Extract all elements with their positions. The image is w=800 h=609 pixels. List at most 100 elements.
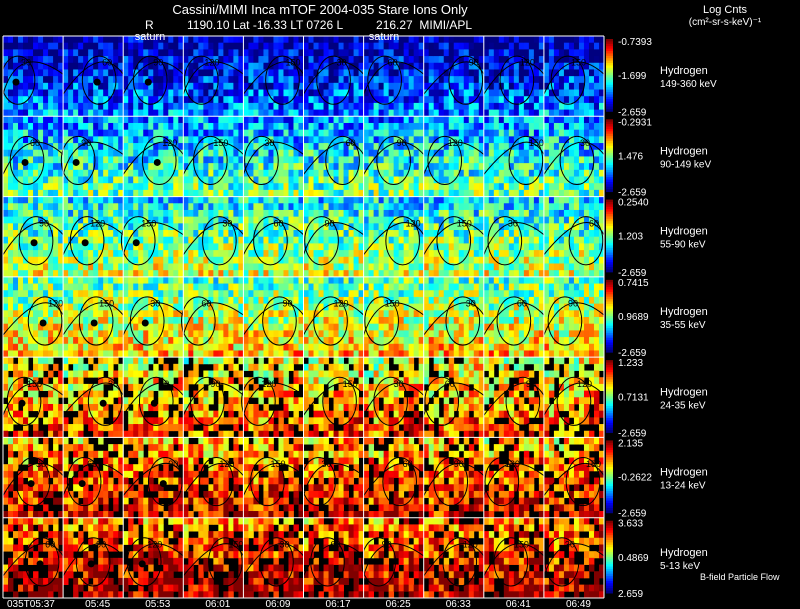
pixel <box>393 203 400 211</box>
pixel <box>263 49 269 57</box>
pixel <box>403 49 410 57</box>
pixel <box>183 42 189 50</box>
pixel <box>213 216 219 224</box>
pixel <box>438 216 445 224</box>
pixel <box>73 89 79 97</box>
pixel <box>53 109 59 117</box>
pixel <box>318 62 324 70</box>
pixel <box>53 122 59 131</box>
pixel <box>393 156 400 164</box>
pixel <box>573 143 580 151</box>
pixel <box>58 330 64 338</box>
pixel <box>528 243 535 251</box>
pixel <box>508 102 515 110</box>
pixel <box>538 263 545 271</box>
pixel <box>583 89 590 97</box>
pixel <box>8 230 14 238</box>
pixel <box>338 156 344 164</box>
pixel <box>373 62 380 70</box>
pixel <box>253 216 259 224</box>
pixel <box>298 69 304 77</box>
pixel <box>183 263 189 271</box>
pixel <box>218 189 224 197</box>
pixel <box>78 256 84 264</box>
pixel <box>398 129 405 137</box>
panel-r0-c5: 30 <box>303 36 364 117</box>
pixel <box>363 122 370 131</box>
pixel <box>388 102 395 110</box>
pixel <box>568 263 575 271</box>
pixel <box>253 203 259 211</box>
pixel <box>143 183 149 191</box>
pixel <box>378 69 385 77</box>
pixel <box>528 143 535 151</box>
pixel <box>428 42 435 50</box>
pixel <box>538 223 545 231</box>
pixel <box>88 136 94 144</box>
pixel <box>8 82 14 90</box>
pixel <box>563 223 570 231</box>
pixel <box>153 122 159 131</box>
pixel <box>213 243 219 251</box>
pixel <box>88 189 94 197</box>
pixel <box>178 263 184 271</box>
pixel <box>143 330 149 338</box>
pixel <box>123 49 129 57</box>
pixel <box>338 36 344 44</box>
pixel <box>513 36 520 44</box>
pixel <box>128 49 134 57</box>
pixel <box>178 136 184 144</box>
pixel <box>128 116 134 124</box>
pixel <box>58 89 64 97</box>
pixel <box>243 183 249 191</box>
pixel <box>553 149 560 157</box>
pixel <box>473 56 480 64</box>
pixel <box>233 209 239 218</box>
pixel <box>388 216 395 224</box>
pixel <box>198 56 204 64</box>
pixel <box>153 49 159 57</box>
pixel <box>68 36 74 44</box>
pixel <box>438 49 445 57</box>
pixel <box>8 330 14 338</box>
pixel <box>73 263 79 271</box>
pixel <box>423 82 430 90</box>
pixel <box>208 209 214 218</box>
pixel <box>543 196 550 204</box>
pixel <box>368 36 375 44</box>
pixel <box>298 176 304 184</box>
pixel <box>188 263 194 271</box>
pixel <box>118 209 124 218</box>
pixel <box>223 176 229 184</box>
pixel <box>493 263 500 271</box>
pixel <box>443 36 450 44</box>
pixel <box>553 102 560 110</box>
pixel <box>53 163 59 171</box>
pixel <box>253 69 259 77</box>
pixel <box>78 156 84 164</box>
pixel <box>208 116 214 124</box>
pixel <box>108 136 114 144</box>
pixel <box>153 243 159 251</box>
pixel <box>198 156 204 164</box>
pixel <box>193 330 199 338</box>
pixel <box>348 69 354 77</box>
pixel <box>328 149 334 157</box>
pixel <box>188 283 194 291</box>
pixel <box>233 250 239 258</box>
pixel <box>318 69 324 77</box>
pixel <box>183 129 189 137</box>
pixel <box>238 109 244 117</box>
pixel <box>73 109 79 117</box>
pixel <box>88 143 94 151</box>
pixel <box>243 36 249 44</box>
pixel <box>408 36 415 44</box>
pixel <box>393 36 400 44</box>
pixel <box>23 283 29 291</box>
pixel <box>598 203 605 211</box>
pixel <box>448 230 455 238</box>
pixel <box>543 163 550 171</box>
pixel <box>568 256 575 264</box>
pixel <box>588 36 595 44</box>
pixel <box>288 69 294 77</box>
